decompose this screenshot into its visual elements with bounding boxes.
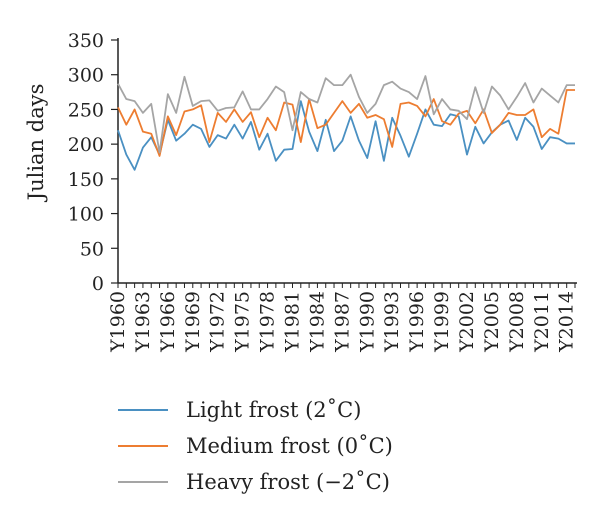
legend-label: Heavy frost (−2˚C)	[186, 470, 390, 494]
legend-item: Light frost (2˚C)	[118, 392, 393, 428]
x-tick-label: Y2008	[506, 291, 528, 353]
x-tick-label: Y1996	[406, 291, 428, 353]
legend: Light frost (2˚C) Medium frost (0˚C) Heavy…	[118, 392, 393, 500]
y-tick-label: 150	[68, 169, 104, 191]
legend-swatch	[118, 481, 168, 483]
legend-swatch	[118, 445, 168, 447]
y-tick-label: 100	[68, 204, 104, 226]
series-line-3	[117, 73, 575, 154]
x-tick-label: Y1975	[232, 291, 254, 353]
series-line-2	[117, 89, 575, 157]
x-tick-label: Y1960	[107, 291, 129, 353]
x-tick-label: Y1963	[132, 291, 154, 353]
legend-label: Medium frost (0˚C)	[186, 434, 393, 458]
legend-label: Light frost (2˚C)	[186, 398, 362, 422]
x-tick-label: Y1993	[381, 291, 403, 353]
x-tick-label: Y1981	[281, 291, 303, 353]
legend-item: Medium frost (0˚C)	[118, 428, 393, 464]
y-axis-title: Julian days	[24, 84, 48, 203]
series-lines	[117, 73, 575, 171]
y-tick-label: 350	[68, 30, 104, 52]
y-tick-label: 0	[92, 273, 104, 295]
x-tick-label: Y2011	[531, 291, 553, 353]
x-axis: Y1960 Y1963 Y1966 Y1969 Y1972 Y1975 Y1978 Y1981…	[107, 282, 578, 353]
y-axis: 0 50 100 150 200 250 300 350	[68, 30, 119, 295]
legend-item: Heavy frost (−2˚C)	[118, 464, 393, 500]
y-tick-label: 50	[80, 238, 104, 260]
x-tick-label: Y2002	[456, 291, 478, 353]
x-tick-label: Y2005	[481, 291, 503, 353]
y-tick-label: 200	[68, 134, 104, 156]
x-tick-label: Y1990	[356, 291, 378, 353]
x-tick-label: Y2014	[556, 291, 578, 353]
x-tick-label: Y1999	[431, 291, 453, 353]
y-tick-label: 300	[68, 65, 104, 87]
y-tick-label: 250	[68, 99, 104, 121]
x-tick-label: Y1978	[257, 291, 279, 353]
x-tick-label: Y1972	[207, 291, 229, 353]
x-tick-label: Y1969	[182, 291, 204, 353]
x-tick-label: Y1984	[306, 291, 328, 353]
x-tick-label: Y1987	[331, 291, 353, 353]
x-tick-label: Y1966	[157, 291, 179, 353]
legend-swatch	[118, 409, 168, 411]
